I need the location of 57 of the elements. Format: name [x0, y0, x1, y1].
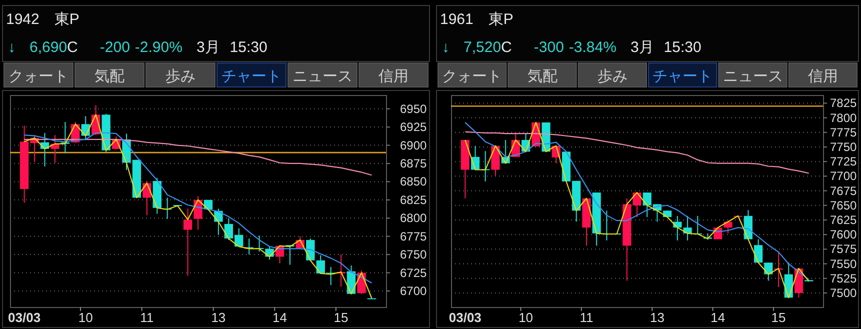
y-tick-label: 6700 — [400, 284, 428, 298]
tab: 歩み — [146, 62, 216, 88]
x-tick-label: 03/03 — [448, 310, 482, 325]
tab: チャート — [216, 62, 286, 88]
y-tick-label: 7825 — [830, 96, 858, 110]
y-tick-label: 6825 — [400, 192, 428, 207]
y-tick-label: 6775 — [400, 229, 428, 244]
line-series — [24, 114, 372, 299]
y-tick-label: 7775 — [830, 125, 858, 140]
y-tick-label: 7600 — [830, 228, 858, 242]
x-tick-label: 13 — [211, 310, 226, 325]
tab: チャート — [648, 62, 718, 88]
x-tick-label: 10 — [518, 310, 534, 325]
chart-title: 1961 東P — [440, 11, 514, 28]
text: ↓ 6,690C -200 -2.90% 3月 15:30 — [8, 39, 268, 56]
x-tick-label: 15 — [771, 310, 786, 325]
y-tick-label: 7725 — [830, 154, 858, 169]
y-tick-label: 6800 — [400, 211, 428, 226]
y-tick-label: 7550 — [830, 256, 858, 271]
y-tick-label: 6875 — [400, 156, 428, 170]
tab: ニュース — [288, 62, 358, 88]
candlestick — [183, 208, 192, 276]
tab: 信用 — [788, 62, 858, 88]
y-tick-label: 6950 — [400, 102, 428, 116]
tab: 気配 — [508, 62, 577, 88]
tab: クォート — [4, 62, 74, 88]
tab: クォート — [438, 62, 507, 88]
y-tick-label: 6900 — [400, 138, 428, 152]
tab: 気配 — [74, 62, 144, 88]
line-series — [464, 131, 810, 174]
y-tick-label: 7500 — [830, 286, 858, 300]
y-tick-label: 6750 — [400, 248, 428, 262]
y-tick-label: 6925 — [400, 120, 428, 134]
y-tick-label: 7575 — [830, 242, 858, 256]
x-tick-label: 03/03 — [8, 310, 41, 325]
x-tick-label: 11 — [140, 310, 154, 325]
x-tick-label: 15 — [334, 310, 348, 325]
y-tick-label: 6850 — [400, 174, 428, 189]
x-tick-label: 14 — [710, 310, 726, 325]
y-tick-label: 7750 — [830, 140, 858, 154]
x-tick-label: 14 — [272, 310, 287, 325]
tab: 信用 — [358, 62, 428, 88]
y-tick-label: 7700 — [830, 169, 858, 184]
text: ↓ 7,520C -300 -3.84% 3月 15:30 — [442, 39, 702, 56]
chart-title: 1942 東P — [6, 11, 80, 28]
candlestick — [683, 215, 692, 241]
y-tick-label: 7675 — [830, 184, 858, 198]
x-tick-label: 10 — [78, 310, 93, 325]
x-tick-label: 13 — [650, 310, 664, 325]
y-tick-label: 7525 — [830, 271, 858, 286]
tab: ニュース — [718, 62, 788, 88]
x-tick-label: 11 — [580, 310, 594, 325]
tab: 歩み — [578, 62, 647, 88]
y-tick-label: 6725 — [400, 266, 428, 280]
y-tick-label: 7625 — [830, 212, 858, 227]
y-tick-label: 7650 — [830, 198, 858, 212]
y-tick-label: 7800 — [830, 110, 858, 125]
